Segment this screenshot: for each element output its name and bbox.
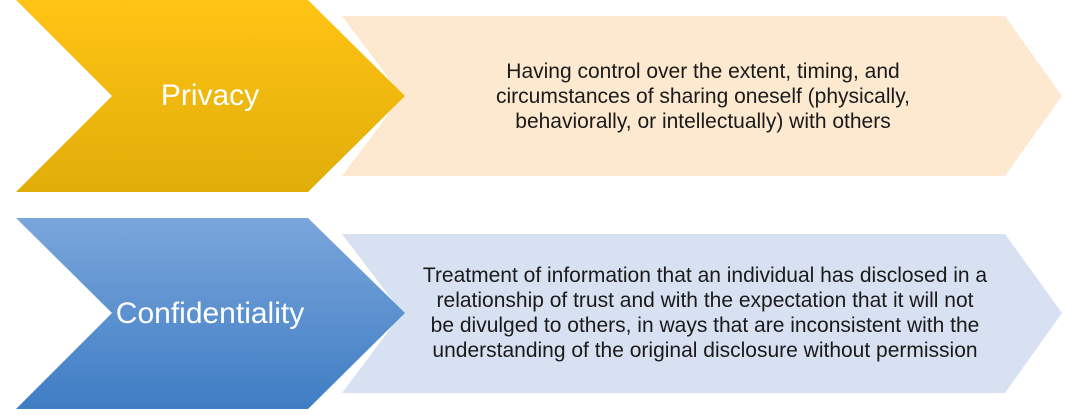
- privacy-definition: Having control over the extent, timing, …: [496, 59, 910, 133]
- privacy-term: Privacy: [160, 79, 260, 112]
- privacy-definition-callout: [342, 16, 1062, 176]
- confidentiality-chevron: [16, 218, 405, 409]
- confidentiality-definition-callout: [342, 234, 1062, 393]
- privacy-chevron: [16, 0, 405, 192]
- confidentiality-term: Confidentiality: [115, 297, 305, 330]
- confidentiality-definition: Treatment of information that an individ…: [422, 264, 988, 362]
